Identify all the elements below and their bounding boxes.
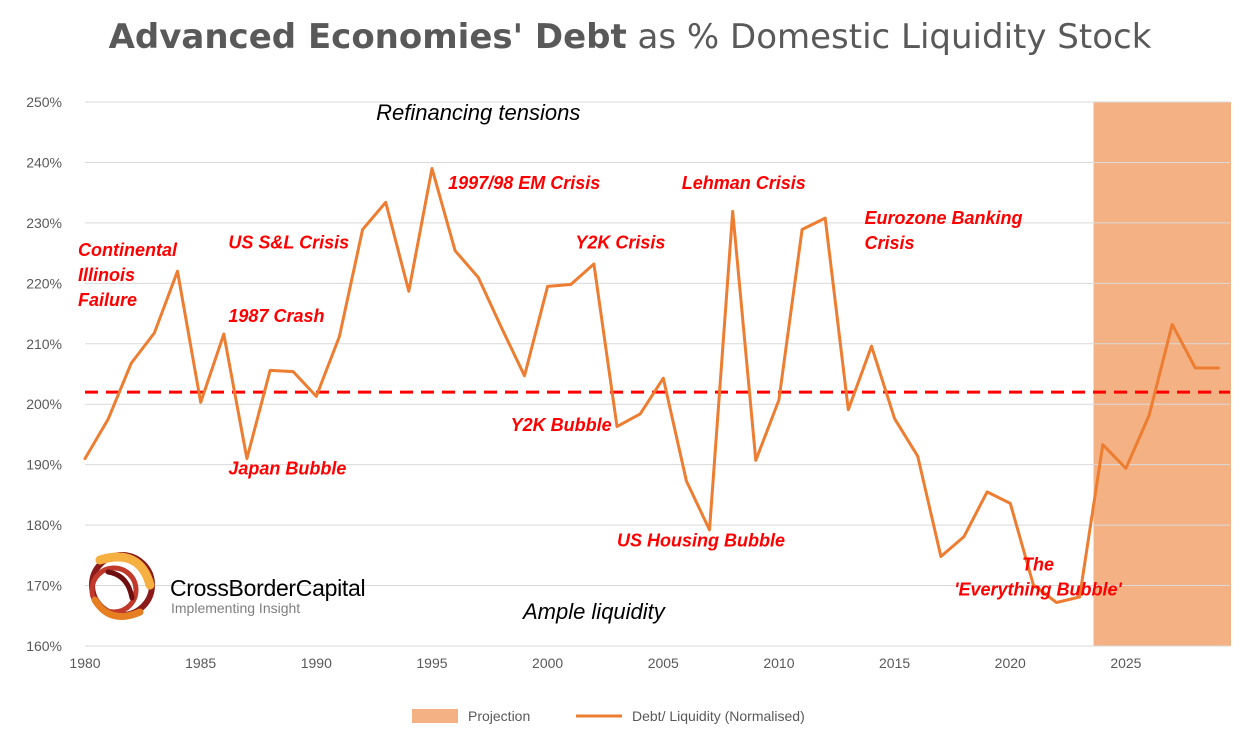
legend-swatch xyxy=(412,709,458,723)
annotation: The 'Everything Bubble' xyxy=(954,554,1122,599)
series-layer xyxy=(83,167,1220,604)
annotation: US S&L Crisis xyxy=(228,232,349,252)
annotation: 1987 Crash xyxy=(228,306,324,326)
annotation: Y2K Crisis xyxy=(575,232,665,252)
y-tick-label: 230% xyxy=(26,215,62,231)
x-tick-label: 1990 xyxy=(301,655,332,671)
chart-title: Advanced Economies' Debt as % Domestic L… xyxy=(109,17,1152,57)
annotation: Continental Illinois Failure xyxy=(78,240,178,310)
chart-title-rest: as % Domestic Liquidity Stock xyxy=(627,17,1152,57)
y-tick-label: 170% xyxy=(26,578,62,594)
chart-title-bold: Advanced Economies' Debt xyxy=(109,17,627,57)
logo-mark-icon xyxy=(89,552,155,620)
x-tick-label: 2000 xyxy=(532,655,563,671)
annotation: US Housing Bubble xyxy=(617,530,785,550)
y-tick-label: 210% xyxy=(26,336,62,352)
projection-band xyxy=(1093,102,1231,646)
y-tick-label: 180% xyxy=(26,517,62,533)
annotations: Refinancing tensions Ample liquidity Conti… xyxy=(78,100,1122,624)
x-tick-label: 2005 xyxy=(648,655,679,671)
x-tick-label: 1985 xyxy=(185,655,216,671)
y-tick-label: 190% xyxy=(26,457,62,473)
y-tick-label: 250% xyxy=(26,94,62,110)
y-tick-label: 200% xyxy=(26,396,62,412)
annotation: Lehman Crisis xyxy=(682,173,806,193)
logo-tagline: Implementing Insight xyxy=(171,600,300,616)
x-tick-label: 2020 xyxy=(995,655,1026,671)
x-tick-label: 2015 xyxy=(879,655,910,671)
y-axis-ticks: 160% 170% 180% 190% 200% 210% 220% 230% 240% 250% xyxy=(26,94,62,654)
x-tick-label: 2025 xyxy=(1110,655,1141,671)
x-axis-ticks: 1980 1985 1990 1995 2000 2005 2010 2015 2020 2025 xyxy=(69,655,1141,671)
annotation: 1997/98 EM Crisis xyxy=(448,173,600,193)
annotation: Eurozone Banking Crisis xyxy=(865,208,1023,253)
x-tick-label: 1995 xyxy=(416,655,447,671)
legend-item: Projection xyxy=(412,708,530,724)
legend: Projection Debt/ Liquidity (Normalised) xyxy=(412,708,805,724)
y-tick-label: 240% xyxy=(26,154,62,170)
annotation: Refinancing tensions xyxy=(376,100,580,125)
gridlines xyxy=(85,101,1230,647)
annotation: Y2K Bubble xyxy=(511,415,612,435)
x-tick-label: 1980 xyxy=(69,655,100,671)
x-tick-label: 2010 xyxy=(763,655,794,671)
series-line xyxy=(83,167,1220,604)
annotation: Ample liquidity xyxy=(521,599,667,624)
legend-label: Debt/ Liquidity (Normalised) xyxy=(632,708,805,724)
y-tick-label: 220% xyxy=(26,275,62,291)
legend-item: Debt/ Liquidity (Normalised) xyxy=(576,708,805,724)
annotation: Japan Bubble xyxy=(228,458,346,478)
legend-label: Projection xyxy=(468,708,530,724)
y-tick-label: 160% xyxy=(26,638,62,654)
logo-company-name: CrossBorderCapital xyxy=(170,575,365,601)
projection-band-layer xyxy=(1093,102,1231,646)
crossbordercapital-logo: CrossBorderCapital Implementing Insight xyxy=(89,552,366,620)
